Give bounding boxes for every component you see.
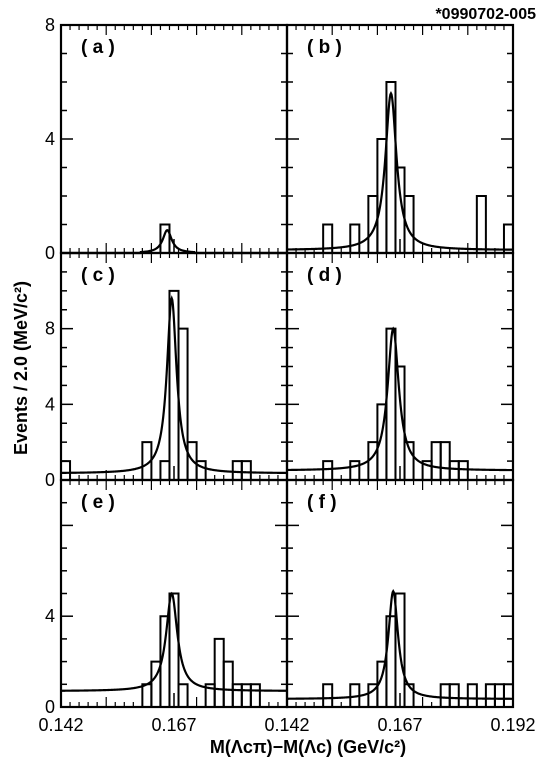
histogram-bin: [195, 460, 207, 480]
histogram-bin: [141, 683, 153, 707]
histogram-bin: [448, 683, 460, 707]
histogram-bin: [213, 637, 225, 707]
fit-curve: [286, 589, 514, 700]
histogram-bin: [502, 683, 514, 707]
panel-label: ( b ): [307, 37, 342, 58]
figure-id: *0990702-005: [435, 6, 536, 23]
x-tick-label: 0.142: [38, 715, 83, 735]
histogram-bin: [349, 223, 361, 253]
histogram-bin: [168, 592, 180, 707]
y-tick-label: 0: [45, 243, 55, 263]
histogram-bin: [159, 223, 171, 253]
histogram-bin: [349, 460, 361, 480]
y-tick-label: 0: [45, 470, 55, 490]
panel-a: 0 4 8 ( a ): [45, 15, 289, 263]
histogram-bin: [403, 441, 415, 480]
histogram-bin: [502, 223, 514, 253]
histogram-bin: [322, 223, 334, 253]
histogram-bin: [60, 460, 72, 480]
histogram-bin: [484, 683, 496, 707]
histogram-bin: [367, 441, 379, 480]
panel-label: ( a ): [81, 37, 115, 58]
x-tick-label: 0.167: [151, 715, 196, 735]
panel-b: ( b ): [285, 23, 515, 255]
histogram-bin: [231, 460, 243, 480]
y-tick-label: 4: [45, 394, 55, 414]
y-tick-label: 4: [45, 606, 55, 626]
panel-f: ( f ): [285, 478, 515, 709]
y-tick-label: 8: [45, 15, 55, 35]
x-tick-label: 0.192: [490, 715, 535, 735]
histogram-bin: [222, 660, 234, 707]
histogram-bin: [475, 195, 487, 253]
histogram-bin: [448, 460, 460, 480]
histogram-bin: [322, 683, 334, 707]
x-axis-label: M(Λcπ)−M(Λc) (GeV/c²): [210, 737, 406, 757]
histogram-bin: [231, 683, 243, 707]
panel-frame: [59, 23, 289, 255]
panels-group: 0 4 8 ( a ) ( b ) 0 4 8 ( c ) ( d ) 0 4 ( e ) ( f ) 0.…: [38, 15, 535, 735]
histogram-bin: [493, 683, 505, 707]
histogram-bin: [394, 365, 406, 480]
panel-label: ( c ): [81, 265, 115, 286]
panel-frame: [59, 251, 289, 482]
histogram-bin: [394, 592, 406, 707]
fit-curve: [60, 591, 287, 692]
panel-label: ( d ): [307, 265, 342, 286]
histogram-bin: [466, 683, 478, 707]
histogram-bin: [403, 195, 415, 253]
y-tick-label: 4: [45, 129, 55, 149]
x-tick-label: 0.167: [377, 715, 422, 735]
y-tick-label: 8: [45, 319, 55, 339]
panel-label: ( f ): [307, 492, 337, 513]
x-tick-label: 0.142: [264, 715, 309, 735]
histogram-bin: [240, 683, 252, 707]
histogram-bin: [430, 441, 442, 480]
panel-frame: [285, 23, 515, 255]
fit-curve: [286, 326, 514, 472]
panel-e: 0 4 ( e ): [45, 478, 289, 717]
y-tick-label: 0: [45, 697, 55, 717]
fit-curve: [60, 295, 288, 475]
y-axis-label: Events / 2.0 (MeV/c²): [11, 281, 31, 455]
histogram-bin: [457, 460, 469, 480]
fit-curve: [286, 91, 514, 251]
histogram-bin: [240, 460, 252, 480]
panel-c: 0 4 8 ( c ): [45, 251, 289, 490]
histogram-bin: [322, 460, 334, 480]
panel-label: ( e ): [81, 492, 115, 513]
histogram-bin: [159, 460, 171, 480]
histogram-bin: [439, 683, 451, 707]
histogram-bin: [439, 441, 451, 480]
histogram-bin: [177, 683, 189, 707]
histogram-bin: [249, 683, 261, 707]
panel-d: ( d ): [285, 251, 515, 482]
